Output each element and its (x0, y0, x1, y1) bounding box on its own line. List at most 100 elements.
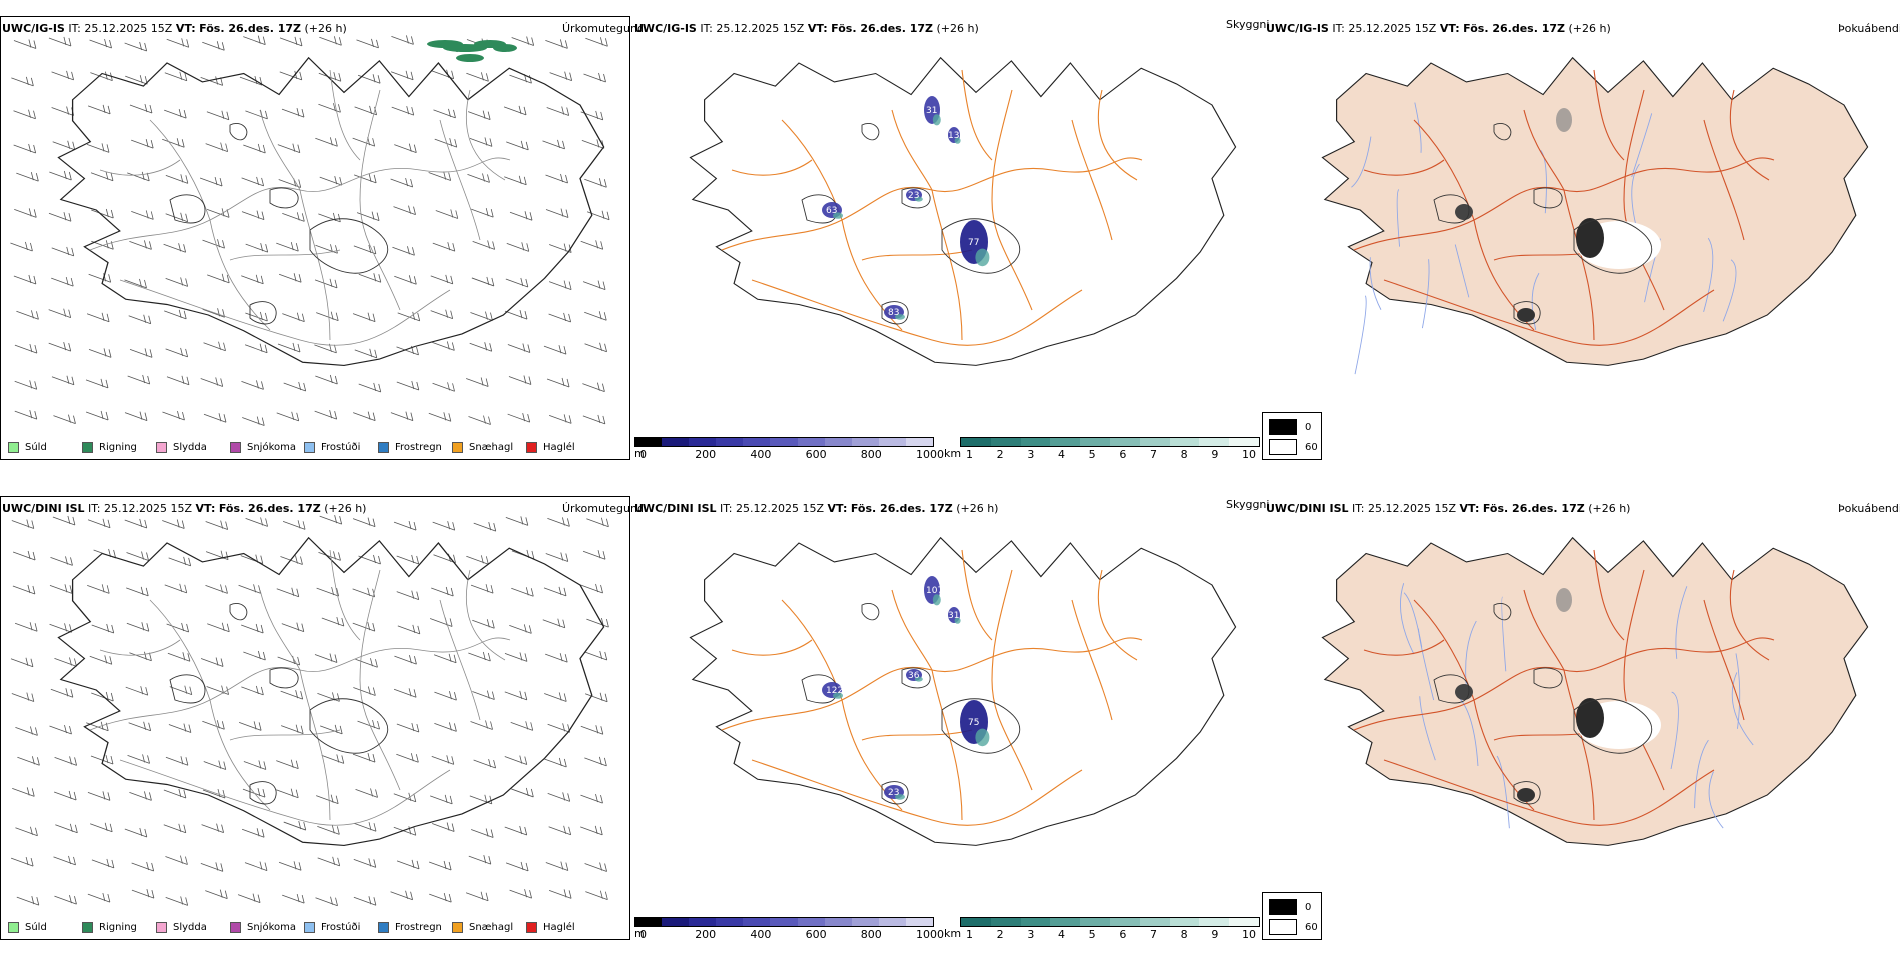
snow-depth-label: 107 (926, 586, 943, 596)
glacier-outline (1493, 603, 1512, 621)
wind-barb (390, 70, 414, 81)
scale-cell (990, 918, 1021, 926)
it-label: IT: (68, 22, 81, 35)
wind-barb (129, 791, 152, 801)
wind-barb (390, 890, 413, 901)
legend-label: Haglél (543, 441, 575, 453)
init-time: 25.12.2025 15Z (736, 502, 825, 515)
scale-tick-label: 2 (996, 448, 1004, 461)
wind-barbs (10, 515, 609, 907)
scale-tick-label: 200 (695, 928, 717, 941)
glacier-outline (229, 603, 248, 621)
wind-barb (48, 308, 72, 319)
river (1731, 672, 1754, 746)
wind-barb (583, 72, 606, 83)
wind-barb (358, 273, 382, 283)
wind-barb (318, 103, 341, 113)
wind-barb (430, 309, 454, 320)
fog-legend-label: 60 (1305, 921, 1318, 933)
it-label: IT: (88, 502, 101, 515)
wind-barb (238, 584, 261, 594)
legend-label: Snjókoma (247, 441, 297, 453)
precip-map-frame (0, 16, 630, 460)
scale-cell (905, 438, 934, 446)
init-time: 25.12.2025 15Z (1348, 22, 1437, 35)
legend-label: Slydda (173, 441, 207, 453)
glacier-outline (229, 123, 248, 141)
road (1563, 189, 1595, 341)
wind-barb (276, 411, 300, 422)
fog-panel: UWC/IG-IS IT: 25.12.2025 15Z VT: Fös. 26… (1264, 0, 1900, 480)
glacier-outline (249, 781, 277, 805)
wind-barb (511, 36, 535, 46)
run-header: UWC/DINI ISL IT: 25.12.2025 15Z VT: Fös.… (1266, 502, 1630, 515)
wind-barb (200, 862, 224, 872)
legend-label: Snjókoma (247, 921, 297, 933)
river (1631, 113, 1653, 177)
low-visibility-area (932, 114, 941, 126)
fog-legend: 0 60 (1262, 892, 1322, 940)
scale-tick-label: 7 (1150, 928, 1157, 941)
rain-cell (493, 44, 517, 52)
road (991, 569, 1033, 791)
wind-barb (163, 823, 187, 834)
wind-barb (432, 341, 455, 351)
road (961, 549, 993, 641)
wind-barb (586, 617, 609, 628)
wind-barb (203, 413, 227, 423)
wind-barb (355, 658, 378, 668)
wind-barb (165, 277, 189, 287)
wind-barb (277, 342, 301, 353)
legend-swatch (156, 441, 167, 453)
wind-barb (167, 652, 191, 662)
wind-barb (164, 583, 188, 594)
wind-barb (547, 517, 570, 527)
wind-barb (396, 590, 420, 601)
wind-barb (352, 137, 376, 147)
glacier-outline (941, 698, 1020, 754)
precip-type-map[interactable] (0, 0, 632, 480)
road (1623, 569, 1665, 791)
forecast-row: UWC/IG-IS IT: 25.12.2025 15Z VT: Fös. 26… (0, 0, 1900, 480)
wind-barb (12, 787, 35, 797)
scale-cell (689, 918, 717, 926)
glacier-outline (941, 218, 1020, 274)
wind-barb (472, 619, 495, 629)
road (229, 729, 341, 741)
wind-barb (162, 410, 185, 421)
scale-cell (1169, 918, 1200, 926)
wind-barb (473, 758, 496, 769)
wind-barb (242, 416, 265, 426)
scale-cell (1080, 438, 1110, 446)
wind-barb (396, 380, 420, 391)
wind-barb (237, 893, 261, 903)
road (299, 669, 331, 821)
low-visibility-area (895, 314, 905, 320)
river (1531, 272, 1540, 330)
snow-depth-label: 77 (968, 238, 979, 248)
wind-barb (315, 896, 338, 907)
wind-barb (470, 311, 493, 321)
road (1383, 279, 1715, 346)
wind-barb (90, 171, 114, 182)
lead-time: (+26 h) (324, 502, 367, 515)
road (209, 699, 271, 811)
wind-barb (357, 74, 381, 84)
wind-barb (431, 755, 455, 765)
fog-map[interactable] (1264, 0, 1900, 480)
scale-tick-label: 800 (860, 448, 882, 461)
wind-barb (282, 893, 305, 904)
wind-barb (504, 310, 528, 320)
road (861, 249, 973, 261)
legend-swatch (8, 921, 19, 933)
fog-map[interactable] (1264, 480, 1900, 960)
road (99, 639, 181, 656)
wind-barb (542, 139, 565, 150)
road (751, 759, 1083, 826)
fog-legend-swatch (1269, 899, 1297, 915)
wind-barb (87, 584, 110, 594)
precip-type-map[interactable] (0, 480, 632, 960)
road (731, 639, 813, 656)
